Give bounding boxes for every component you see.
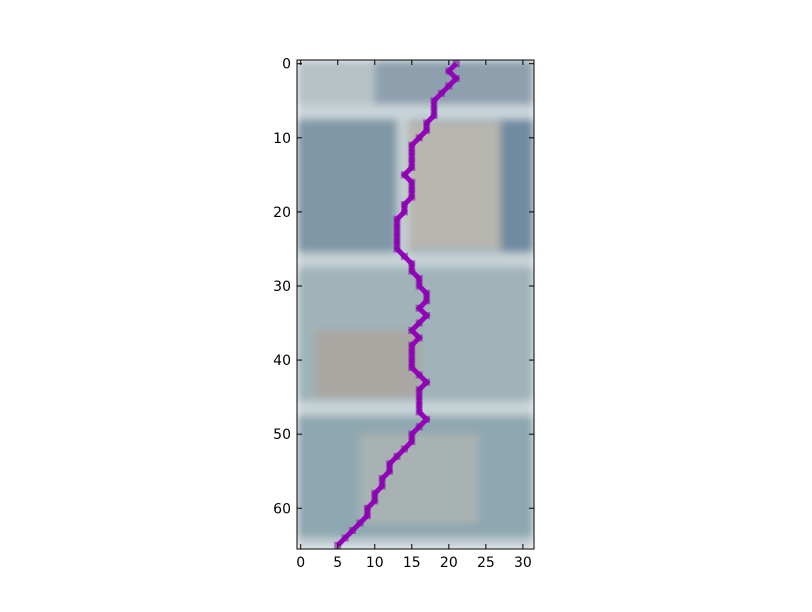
data-point [415, 319, 423, 327]
data-point [408, 186, 416, 194]
data-point [430, 112, 438, 120]
image-region [297, 60, 375, 105]
data-point [408, 430, 416, 438]
data-point [415, 134, 423, 142]
y-tick-label: 20 [273, 205, 291, 221]
data-point [393, 230, 401, 238]
data-point [400, 200, 408, 208]
data-point [415, 371, 423, 379]
data-point [386, 467, 394, 475]
data-point [408, 356, 416, 364]
data-point [423, 312, 431, 320]
data-point [371, 497, 379, 505]
image-region [500, 119, 534, 253]
data-point [408, 267, 416, 275]
data-point [363, 512, 371, 520]
data-point [423, 119, 431, 127]
data-point [423, 297, 431, 305]
data-point [400, 171, 408, 179]
data-point [371, 489, 379, 497]
y-tick-label: 50 [273, 427, 291, 443]
data-point [452, 60, 460, 68]
data-point [437, 89, 445, 97]
image-region [297, 104, 534, 120]
data-point [452, 75, 460, 83]
image-region [297, 537, 534, 549]
image-region [396, 119, 409, 253]
data-point [408, 341, 416, 349]
data-point [400, 445, 408, 453]
axes-frame [296, 59, 535, 550]
y-tick-label: 40 [273, 353, 291, 369]
background-image [297, 60, 534, 549]
data-point [408, 349, 416, 357]
data-point [408, 141, 416, 149]
data-point [415, 386, 423, 394]
data-point [415, 408, 423, 416]
data-point [408, 438, 416, 446]
data-point [430, 97, 438, 105]
data-point [378, 475, 386, 483]
data-point [393, 223, 401, 231]
data-point [400, 208, 408, 216]
data-point [363, 504, 371, 512]
data-point [415, 393, 423, 401]
image-region [297, 119, 397, 253]
x-tick-label: 25 [477, 555, 495, 571]
data-point [415, 423, 423, 431]
data-point [415, 334, 423, 342]
data-point [445, 67, 453, 75]
y-axis: 0 10 20 30 40 50 60 [273, 57, 534, 517]
data-point [341, 534, 349, 542]
data-point [356, 519, 364, 527]
data-series [334, 60, 460, 549]
data-point [386, 460, 394, 468]
data-point [445, 82, 453, 90]
image-region [408, 122, 501, 249]
y-tick-label: 0 [282, 57, 291, 73]
image-region [359, 434, 479, 524]
data-point [408, 178, 416, 186]
data-point [408, 156, 416, 164]
x-tick-label: 0 [296, 555, 305, 571]
data-point [393, 215, 401, 223]
x-tick-label: 20 [440, 555, 458, 571]
data-point [415, 401, 423, 409]
x-axis: 0 5 10 15 20 25 30 [296, 60, 532, 571]
y-tick-label: 60 [273, 501, 291, 517]
data-point [415, 275, 423, 283]
data-point [430, 104, 438, 112]
data-point [408, 260, 416, 268]
data-point [423, 415, 431, 423]
data-point [408, 326, 416, 334]
x-tick-label: 5 [333, 555, 342, 571]
data-point [423, 126, 431, 134]
data-point [400, 252, 408, 260]
data-point [423, 289, 431, 297]
data-point [415, 304, 423, 312]
data-point [408, 149, 416, 157]
data-point [408, 163, 416, 171]
data-point [393, 245, 401, 253]
data-point [415, 282, 423, 290]
x-tick-label: 30 [514, 555, 532, 571]
data-point [423, 378, 431, 386]
data-point [393, 452, 401, 460]
data-point [378, 482, 386, 490]
x-tick-label: 10 [366, 555, 384, 571]
image-region [297, 400, 534, 416]
image-region [297, 252, 534, 268]
y-tick-label: 10 [273, 131, 291, 147]
data-point [408, 363, 416, 371]
y-tick-label: 30 [273, 279, 291, 295]
data-point [408, 193, 416, 201]
data-point [349, 526, 357, 534]
image-region [315, 330, 420, 398]
data-point [393, 238, 401, 246]
x-tick-label: 15 [403, 555, 421, 571]
